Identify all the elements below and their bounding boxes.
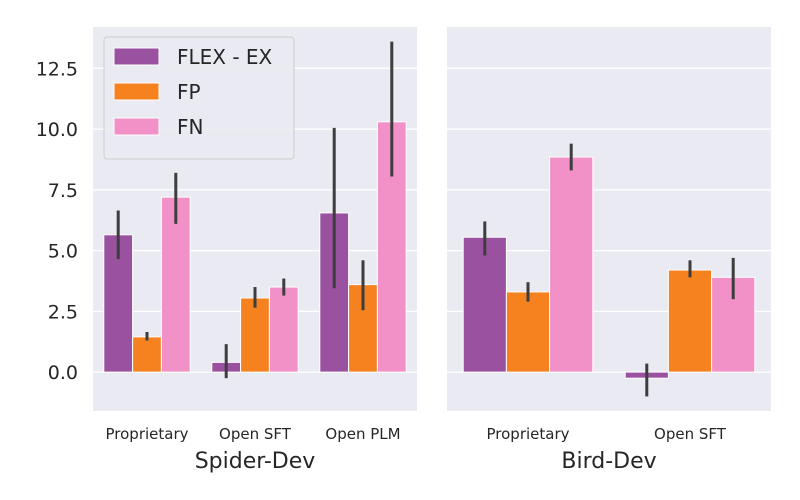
y-tick-label: 2.5	[48, 301, 78, 323]
legend-swatch-fn	[113, 117, 160, 136]
bar-fn-proprietary	[549, 156, 594, 373]
x-tick-label: Proprietary	[487, 425, 570, 443]
x-axis-label: Spider-Dev	[195, 449, 316, 474]
bar-fn-open-sft	[268, 286, 299, 373]
legend-swatch-fp	[113, 82, 160, 101]
bar-fp-open-sft	[240, 297, 270, 373]
bar-fn-proprietary	[160, 196, 191, 373]
legend-label: FN	[177, 115, 203, 139]
y-tick-label: 10.0	[36, 119, 78, 141]
y-tick-label: 5.0	[48, 241, 78, 263]
legend-label: FP	[177, 80, 201, 104]
x-tick-label: Proprietary	[106, 425, 189, 443]
legend-swatch-flex-ex	[113, 47, 160, 66]
bar-flex-ex-proprietary	[462, 236, 507, 373]
legend: FLEX - EX FP FN	[103, 36, 295, 160]
x-tick-label: Open SFT	[219, 425, 292, 443]
bar-fp-proprietary	[132, 336, 162, 373]
x-axis-label: Bird-Dev	[561, 449, 656, 474]
y-tick-label: 12.5	[36, 58, 78, 80]
bar-fp-open-sft	[667, 269, 713, 373]
panel-spider-dev: 0.0 2.5 5.0 7.5 10.0 12.5 Proprietary Open SFT O…	[36, 27, 417, 474]
x-tick-label: Open PLM	[325, 425, 400, 443]
bar-fp-proprietary	[505, 291, 551, 373]
y-tick-label: 7.5	[48, 180, 78, 202]
legend-label: FLEX - EX	[177, 45, 273, 69]
panel-bird-dev: Proprietary Open SFT Bird-Dev	[447, 27, 771, 474]
y-tick-label: 0.0	[48, 362, 78, 384]
x-tick-label: Open SFT	[654, 425, 727, 443]
